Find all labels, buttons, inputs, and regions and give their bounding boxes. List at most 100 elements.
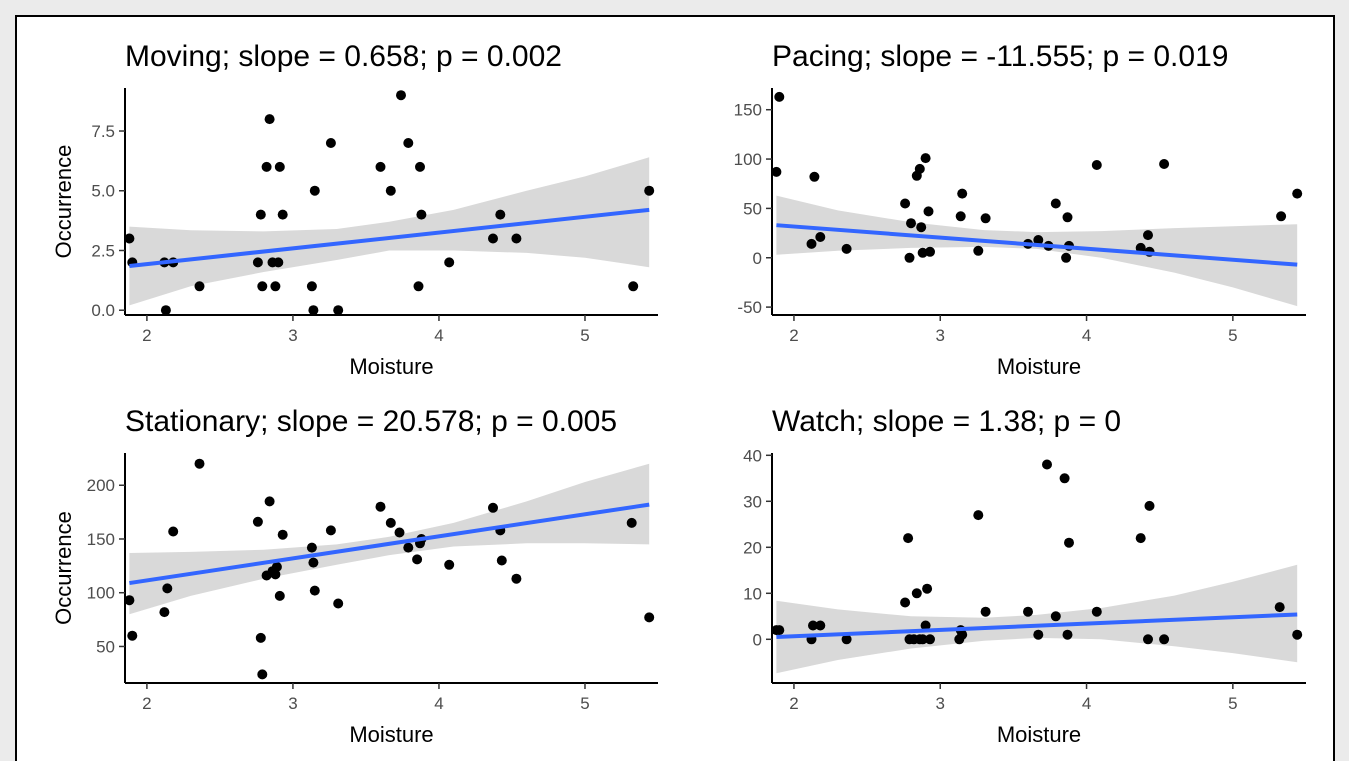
x-axis-title: Moisture <box>349 354 433 379</box>
data-point <box>273 257 284 268</box>
data-point <box>394 527 405 538</box>
data-point <box>385 517 396 528</box>
data-point <box>308 305 319 316</box>
y-tick-label: 0.0 <box>91 301 115 320</box>
data-point <box>900 597 911 608</box>
data-point <box>325 525 336 536</box>
data-point <box>375 501 386 512</box>
data-point <box>644 185 655 196</box>
data-point <box>920 620 931 631</box>
data-point <box>808 620 818 631</box>
x-tick-label: 5 <box>580 694 589 713</box>
data-point <box>923 206 934 217</box>
data-point <box>815 620 826 631</box>
x-tick-label: 5 <box>1228 326 1237 345</box>
data-point <box>815 232 826 242</box>
x-tick-label: 2 <box>789 326 798 345</box>
data-point <box>1062 629 1073 640</box>
data-point <box>973 245 984 256</box>
data-point <box>308 557 319 568</box>
x-tick-label: 4 <box>434 326 443 345</box>
data-point <box>495 209 506 220</box>
y-tick-label: 7.5 <box>91 122 115 141</box>
data-point <box>403 542 414 553</box>
x-tick-label: 3 <box>936 694 945 713</box>
y-tick-label: 100 <box>734 150 762 169</box>
x-tick-label: 5 <box>580 326 589 345</box>
regression-line <box>776 223 1298 267</box>
data-point <box>255 209 266 220</box>
data-point <box>255 632 266 643</box>
chart-title: Watch; slope = 1.38; p = 0 <box>772 405 1121 438</box>
y-tick-label: 150 <box>87 530 115 549</box>
y-tick-label: 50 <box>96 637 115 656</box>
data-point <box>252 516 263 527</box>
data-point <box>1061 252 1072 263</box>
data-point <box>385 185 396 196</box>
x-tick-label: 4 <box>1082 326 1091 345</box>
data-point <box>1091 160 1102 170</box>
data-point <box>955 211 966 222</box>
data-point <box>914 163 925 174</box>
regression-line <box>129 207 650 269</box>
data-point <box>1033 235 1044 245</box>
y-tick-label: 150 <box>734 101 762 120</box>
y-tick-label: 0 <box>753 249 762 268</box>
data-point <box>511 573 522 584</box>
data-point <box>925 246 935 257</box>
data-point <box>1276 211 1287 222</box>
data-point <box>1023 606 1033 617</box>
data-point <box>906 218 916 229</box>
data-point <box>444 257 455 268</box>
data-point <box>274 590 285 601</box>
data-point <box>841 634 852 645</box>
data-point <box>774 625 785 636</box>
data-point <box>413 281 424 292</box>
data-point <box>920 153 931 164</box>
data-point <box>415 161 425 172</box>
data-point <box>333 305 344 316</box>
data-point <box>325 138 336 148</box>
confidence-band <box>129 463 650 615</box>
data-point <box>1050 198 1061 209</box>
data-point <box>403 138 414 148</box>
x-tick-label: 3 <box>936 326 945 345</box>
data-point <box>980 606 991 617</box>
data-point <box>124 233 135 244</box>
data-point <box>957 629 968 640</box>
data-point <box>1050 611 1061 622</box>
data-point <box>271 561 282 572</box>
data-point <box>1135 533 1146 544</box>
data-point <box>375 161 386 172</box>
y-tick-label: 5.0 <box>91 182 115 201</box>
data-point <box>194 458 205 469</box>
data-point <box>264 114 275 125</box>
data-point <box>644 612 655 623</box>
data-point <box>488 502 498 513</box>
x-tick-label: 4 <box>1082 694 1091 713</box>
data-point <box>496 555 507 566</box>
data-point <box>1064 537 1074 548</box>
data-point <box>252 257 263 268</box>
data-point <box>162 583 173 594</box>
data-point <box>1091 606 1102 617</box>
regression-line <box>776 612 1298 639</box>
data-point <box>160 305 171 316</box>
data-point <box>127 630 138 641</box>
data-point <box>626 517 637 528</box>
data-point <box>771 166 782 177</box>
data-point <box>628 281 639 292</box>
regression-line <box>129 502 650 586</box>
data-point <box>841 243 852 254</box>
data-point <box>1159 634 1170 645</box>
data-point <box>1062 212 1073 223</box>
data-point <box>1042 459 1052 470</box>
x-tick-label: 3 <box>288 326 297 345</box>
y-tick-label: 50 <box>743 199 762 218</box>
data-point <box>124 595 135 606</box>
data-point <box>911 588 922 599</box>
data-point <box>806 238 817 249</box>
x-tick-label: 2 <box>789 694 798 713</box>
data-point <box>904 252 915 263</box>
